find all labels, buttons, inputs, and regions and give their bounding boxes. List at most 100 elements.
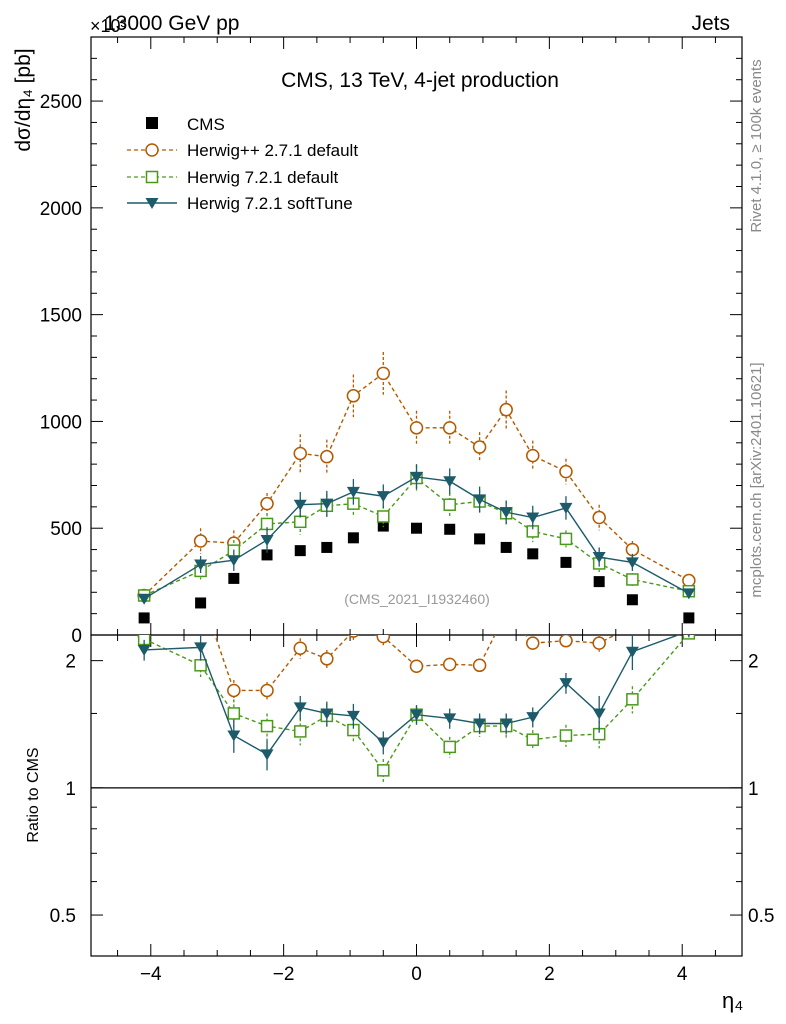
- main-herwig-soft-point: [346, 486, 360, 498]
- main-herwigpp-point: [260, 496, 274, 511]
- main-herwig-soft-point: [376, 491, 390, 503]
- main-herwigpp-point: [193, 534, 208, 548]
- ratio-herwig-soft-point: [526, 712, 540, 724]
- y-axis-label-top: dσ/dη₄ [pb]: [12, 48, 35, 151]
- ratio-herwig-soft-point: [473, 718, 487, 730]
- ratio-herwigpp-point: [526, 636, 540, 650]
- y-tick-label-top: 500: [50, 519, 82, 540]
- y-tick-label-top: 1500: [40, 306, 82, 327]
- ratio-plot-series: [137, 586, 696, 783]
- ratio-herwig-default-point: [194, 659, 207, 672]
- main-herwigpp-point: [293, 446, 307, 461]
- ratio-herwig-soft-point: [376, 737, 390, 749]
- y-tick-label-ratio-left: 2: [65, 652, 76, 673]
- ratio-series-line-1: [143, 635, 689, 772]
- y-exponent-label: ×10³: [90, 16, 127, 36]
- main-series-line-3: [143, 476, 690, 600]
- ratio-herwig-default-point: [260, 719, 274, 733]
- ratio-axis-ticks: −4 −2 0 2 4 0.5 0.5 1 1 2 2: [50, 635, 774, 985]
- main-herwig-soft-point: [592, 552, 606, 564]
- main-herwig-default-point: [377, 510, 390, 523]
- main-herwig-soft-point: [625, 557, 639, 569]
- upper-plot-series: [137, 352, 696, 624]
- ratio-herwig-default-point: [377, 764, 390, 777]
- ratio-herwig-soft-point: [293, 702, 307, 714]
- ratio-herwigpp-point: [347, 635, 359, 638]
- main-herwigpp-point: [442, 421, 457, 435]
- y-axis-label-ratio: Ratio to CMS: [25, 747, 42, 842]
- y-tick-label-ratio-right: 0.5: [748, 906, 774, 927]
- main-herwig-soft-point: [499, 507, 513, 519]
- main-cms-point: [527, 548, 539, 560]
- main-cms-point: [444, 523, 456, 535]
- y-tick-label-top: 2000: [40, 199, 82, 220]
- ratio-herwig-soft-point: [559, 678, 573, 690]
- main-series-line-2: [143, 477, 689, 597]
- ratio-series-line-2: [144, 635, 681, 756]
- main-cms-point: [294, 545, 306, 557]
- ratio-herwig-soft-point: [137, 644, 151, 656]
- main-cms-point: [683, 612, 695, 624]
- main-herwigpp-point: [526, 448, 540, 463]
- legend-herwig-default-marker: [145, 170, 159, 184]
- main-herwig-soft-point: [443, 476, 457, 488]
- ratio-herwigpp-point: [626, 620, 638, 632]
- ratio-herwigpp-point: [592, 636, 606, 650]
- ratio-herwig-default-point: [294, 725, 307, 738]
- y-tick-label-top: 1000: [40, 412, 82, 433]
- main-herwig-soft-point: [194, 559, 208, 571]
- main-cms-point: [474, 533, 486, 545]
- legend-cms-marker: [146, 117, 158, 129]
- ratio-herwigpp-point: [376, 635, 391, 644]
- legend-cms-label: CMS: [187, 115, 225, 134]
- main-herwigpp-point: [592, 510, 606, 525]
- ratio-herwig-soft-point: [499, 718, 513, 730]
- ratio-herwig-soft-point: [227, 730, 241, 742]
- main-herwigpp-point: [559, 464, 573, 479]
- main-herwig-soft-point: [227, 555, 241, 567]
- ratio-herwigpp-point: [472, 658, 487, 673]
- plot-title: CMS, 13 TeV, 4-jet production: [281, 69, 559, 92]
- legend-herwig-default-label: Herwig 7.2.1 default: [187, 168, 338, 187]
- ratio-herwig-default-point: [443, 740, 456, 754]
- ratio-herwigpp-point: [409, 659, 424, 673]
- y-tick-label-top: 2500: [40, 92, 82, 113]
- main-cms-point: [261, 549, 273, 561]
- ratio-herwigpp-point: [195, 586, 207, 598]
- main-cms-point: [560, 556, 572, 568]
- main-cms-point: [500, 541, 512, 553]
- ratio-herwig-soft-point: [625, 646, 639, 658]
- legend-herwigpp-label: Herwig++ 2.7.1 default: [187, 141, 358, 160]
- x-tick-label: 4: [677, 964, 688, 985]
- legend-herwig-soft-label: Herwig 7.2.1 softTune: [187, 194, 353, 213]
- ratio-herwig-default-point: [559, 729, 573, 742]
- ratio-herwigpp-point: [293, 641, 307, 655]
- main-herwigpp-point: [625, 542, 640, 557]
- main-cms-point: [195, 597, 207, 609]
- main-herwig-soft-point: [260, 534, 274, 546]
- ratio-herwig-default-point: [626, 693, 639, 706]
- main-herwigpp-point: [472, 440, 487, 454]
- analysis-watermark: (CMS_2021_I1932460): [344, 591, 490, 607]
- x-tick-label: 2: [544, 964, 555, 985]
- y-tick-label-ratio-right: 2: [748, 652, 759, 673]
- main-herwig-default-point: [626, 573, 639, 586]
- mcplots-source-label: mcplots.cern.ch [arXiv:2401.10621]: [748, 362, 765, 597]
- main-herwigpp-point: [376, 366, 391, 381]
- main-herwigpp-point: [499, 402, 513, 417]
- ratio-herwig-soft-point: [592, 708, 606, 720]
- x-tick-label: 0: [411, 964, 422, 985]
- ratio-panel-frame: [90, 634, 743, 957]
- main-cms-point: [626, 594, 638, 606]
- ratio-herwigpp-point: [260, 683, 274, 698]
- main-cms-point: [411, 522, 422, 534]
- y-tick-label-ratio-right: 1: [748, 779, 759, 800]
- upper-axis-ticks: 500 1000 1500 2000 2500 0: [40, 36, 742, 647]
- main-herwigpp-point: [409, 421, 424, 435]
- main-herwig-soft-point: [137, 593, 151, 605]
- ratio-herwig-default-point: [526, 733, 539, 746]
- ratio-herwigpp-point: [442, 657, 457, 672]
- main-herwigpp-point: [320, 449, 334, 464]
- ratio-herwig-default-point: [227, 707, 241, 720]
- main-cms-point: [321, 541, 333, 553]
